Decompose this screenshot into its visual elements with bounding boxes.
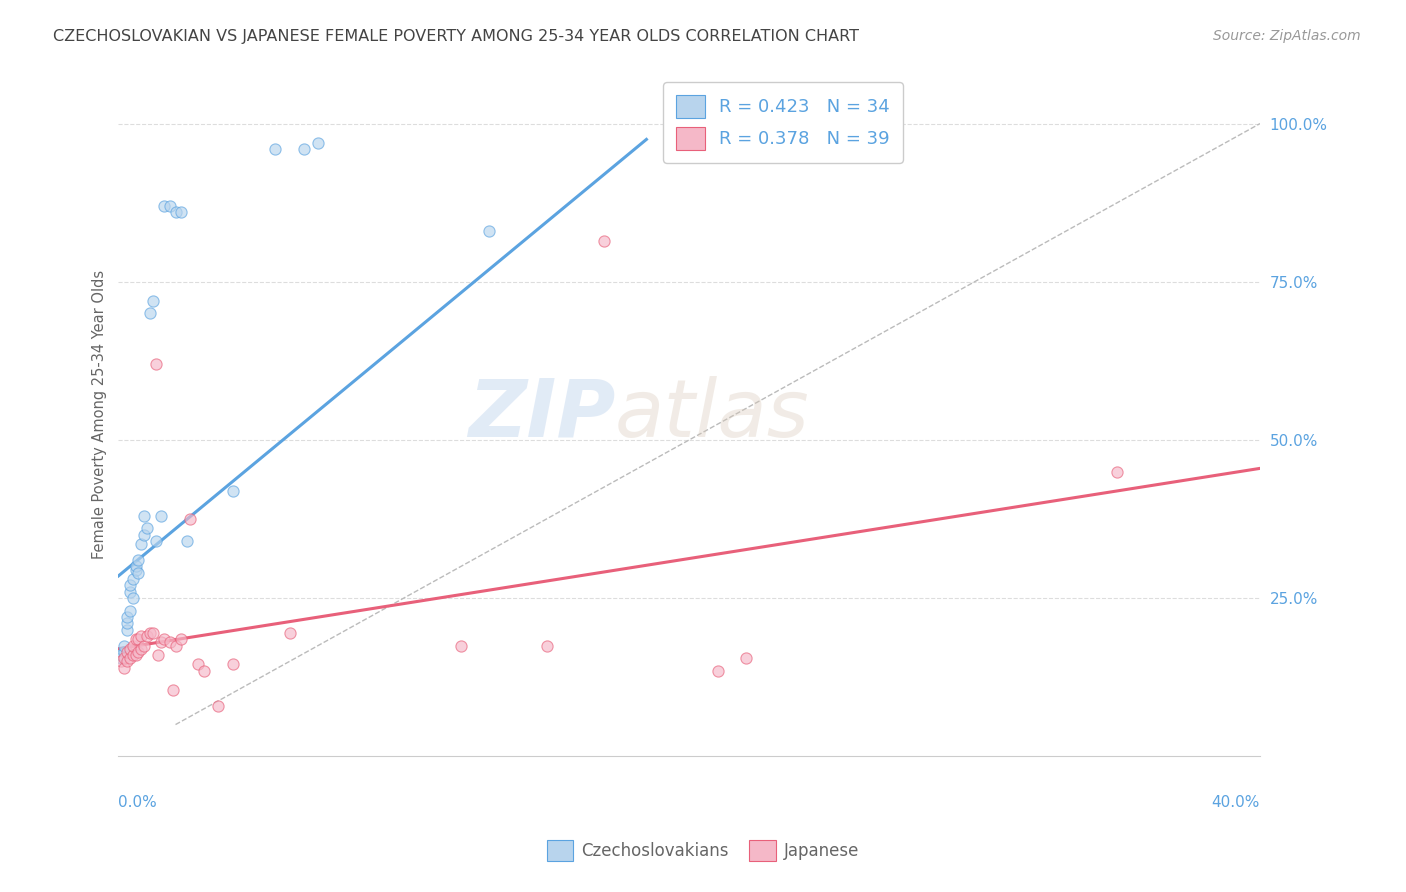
Point <box>121 591 143 605</box>
Point <box>118 578 141 592</box>
Point <box>115 645 138 659</box>
Point <box>735 651 758 665</box>
Text: 0.0%: 0.0% <box>118 795 157 810</box>
Point <box>221 483 243 498</box>
Point <box>127 632 149 647</box>
Point <box>150 635 173 649</box>
Point <box>536 639 558 653</box>
Legend: Czechoslovakians, Japanese: Czechoslovakians, Japanese <box>540 833 866 868</box>
Point <box>129 629 152 643</box>
Point <box>153 199 176 213</box>
Point <box>278 625 301 640</box>
Point <box>159 635 181 649</box>
Point <box>165 639 187 653</box>
Point <box>148 648 170 662</box>
Point <box>159 199 181 213</box>
Point <box>124 648 146 662</box>
Point <box>136 521 159 535</box>
Point <box>112 660 135 674</box>
Point <box>707 664 730 678</box>
Point <box>221 657 243 672</box>
Point <box>179 512 201 526</box>
Point <box>112 645 135 659</box>
Point <box>162 682 184 697</box>
Point <box>112 639 135 653</box>
Point <box>121 648 143 662</box>
Point <box>112 651 135 665</box>
Point <box>127 553 149 567</box>
Point <box>592 234 614 248</box>
Point <box>115 654 138 668</box>
Point <box>110 648 132 662</box>
Point <box>115 623 138 637</box>
Text: Source: ZipAtlas.com: Source: ZipAtlas.com <box>1213 29 1361 44</box>
Point <box>142 293 165 308</box>
Point <box>139 625 162 640</box>
Point <box>110 651 132 665</box>
Text: CZECHOSLOVAKIAN VS JAPANESE FEMALE POVERTY AMONG 25-34 YEAR OLDS CORRELATION CHA: CZECHOSLOVAKIAN VS JAPANESE FEMALE POVER… <box>53 29 859 45</box>
Point <box>124 632 146 647</box>
Point <box>136 629 159 643</box>
Point <box>193 664 215 678</box>
Point <box>165 205 187 219</box>
Point <box>450 639 472 653</box>
Point <box>118 651 141 665</box>
Text: ZIP: ZIP <box>468 376 614 454</box>
Point <box>187 657 209 672</box>
Point <box>478 224 501 238</box>
Point <box>134 508 156 523</box>
Point <box>121 639 143 653</box>
Point <box>170 205 193 219</box>
Point <box>129 641 152 656</box>
Point <box>307 136 329 150</box>
Point <box>134 639 156 653</box>
Legend: R = 0.423   N = 34, R = 0.378   N = 39: R = 0.423 N = 34, R = 0.378 N = 39 <box>664 82 903 162</box>
Text: 40.0%: 40.0% <box>1212 795 1260 810</box>
Point <box>129 537 152 551</box>
Point <box>127 645 149 659</box>
Text: atlas: atlas <box>614 376 810 454</box>
Point <box>1107 465 1129 479</box>
Point <box>150 508 173 523</box>
Point <box>121 572 143 586</box>
Point <box>124 559 146 574</box>
Point <box>176 534 198 549</box>
Point <box>118 584 141 599</box>
Point <box>124 563 146 577</box>
Point <box>118 604 141 618</box>
Point <box>153 632 176 647</box>
Point <box>145 357 167 371</box>
Point <box>142 625 165 640</box>
Point <box>139 306 162 320</box>
Point <box>118 641 141 656</box>
Point <box>207 698 229 713</box>
Point <box>110 654 132 668</box>
Point <box>170 632 193 647</box>
Point <box>115 610 138 624</box>
Point <box>115 616 138 631</box>
Y-axis label: Female Poverty Among 25-34 Year Olds: Female Poverty Among 25-34 Year Olds <box>93 270 107 559</box>
Point <box>127 566 149 580</box>
Point <box>134 528 156 542</box>
Point <box>292 142 315 156</box>
Point <box>264 142 287 156</box>
Point <box>145 534 167 549</box>
